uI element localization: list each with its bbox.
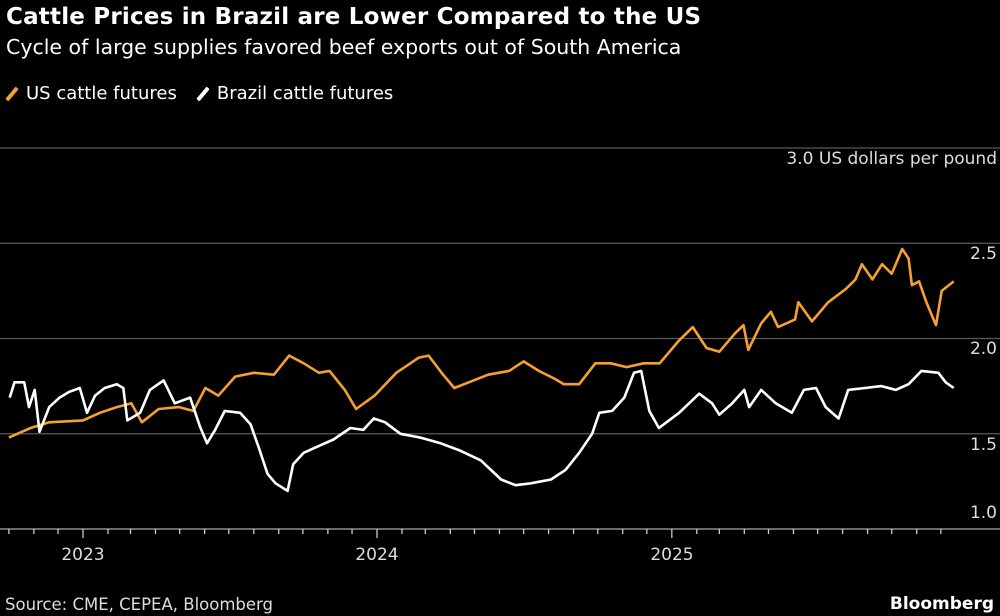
y-tick-label-1-5: 1.5: [970, 435, 997, 455]
x-tick-label-2025: 2025: [650, 545, 693, 565]
series-line-brazil-cattle-futures: [8, 369, 955, 493]
y-tick-label-1-0: 1.0: [970, 503, 997, 523]
legend-item-us: US cattle futures: [4, 83, 177, 104]
y-tick-label-2-5: 2.5: [970, 244, 997, 264]
source-note: Source: CME, CEPEA, Bloomberg: [5, 595, 274, 614]
y-axis-top-label: 3.0 US dollars per pound: [786, 149, 997, 169]
chart-subtitle: Cycle of large supplies favored beef exp…: [6, 35, 682, 59]
series-line-us-cattle-futures: [8, 247, 955, 439]
x-tick-label-2023: 2023: [61, 545, 104, 565]
legend-label-us: US cattle futures: [26, 83, 177, 104]
y-axis-unit-label: US dollars per pound: [819, 149, 997, 169]
legend: US cattle futures Brazil cattle futures: [4, 83, 411, 104]
bloomberg-logo: Bloomberg: [889, 594, 994, 614]
chart-title: Cattle Prices in Brazil are Lower Compar…: [6, 4, 702, 30]
y-tick-label-2-0: 2.0: [970, 339, 997, 359]
x-tick-label-2024: 2024: [355, 545, 398, 565]
legend-label-brazil: Brazil cattle futures: [216, 83, 394, 104]
y-tick-label-3: 3.0: [786, 149, 813, 169]
legend-item-brazil: Brazil cattle futures: [195, 83, 393, 104]
